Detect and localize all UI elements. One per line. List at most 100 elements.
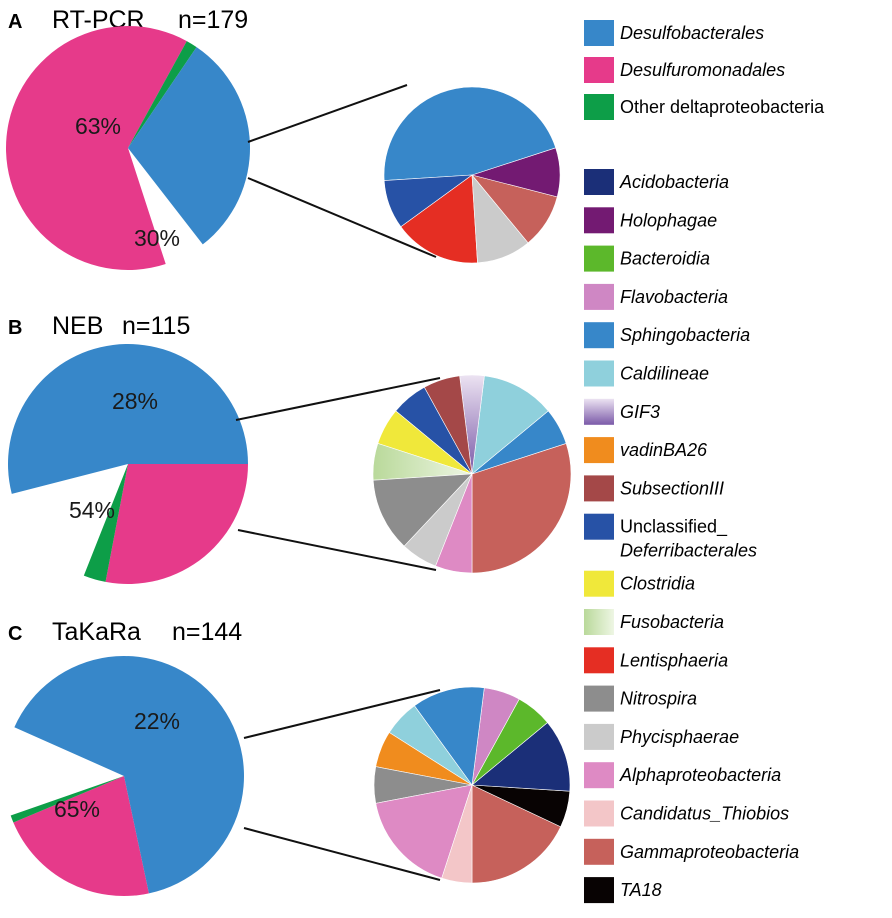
detail-slice-candidatus-thiobios — [441, 784, 473, 884]
detail-slice-nitrospira — [372, 473, 473, 547]
main-slice-desulfobacterales — [14, 656, 245, 894]
legend-item-ta18: TA18 — [584, 877, 662, 904]
slice-percent-label: 30% — [134, 225, 180, 251]
detail-slice-acidobacteria — [471, 722, 571, 792]
legend-swatch — [584, 570, 614, 597]
detail-slice-gammaproteobacteria — [471, 784, 562, 884]
main-slice-other-deltaproteobacteria — [10, 776, 124, 823]
legend-label: Gammaproteobacteria — [620, 842, 799, 862]
sample-size-label: n=179 — [178, 6, 248, 34]
legend-swatch — [584, 322, 614, 349]
slice-percent-label: 65% — [54, 796, 100, 822]
legend-swatch — [584, 283, 614, 310]
legend-item-vadinba26: vadinBA26 — [584, 437, 708, 464]
legend-item-desulfuromonadales: Desulfuromonadales — [584, 57, 785, 83]
connector-line — [247, 177, 437, 258]
connector-line — [247, 84, 408, 143]
legend-label: Clostridia — [620, 574, 695, 594]
legend-label: Desulfuromonadales — [620, 60, 785, 80]
legend-swatch — [584, 475, 614, 502]
main-slice-other-deltaproteobacteria — [128, 41, 197, 148]
legend-label: Bacteroidia — [620, 249, 710, 269]
main-slice-desulfuromonadales — [105, 464, 248, 584]
legend-swatch — [584, 437, 614, 464]
main-slice-other-deltaproteobacteria — [83, 464, 128, 582]
legend-label: Flavobacteria — [620, 287, 728, 307]
slice-percent-label: 63% — [75, 113, 121, 139]
panel-title: TaKaRa — [52, 618, 141, 646]
panel-letter: A — [8, 11, 22, 33]
legend-swatch — [584, 723, 614, 750]
detail-slice-unclassified-deferribacterales — [383, 174, 474, 228]
legend-item-acidobacteria: Acidobacteria — [584, 169, 729, 195]
legend-swatch — [584, 762, 614, 789]
legend-item-gammaproteobacteria: Gammaproteobacteria — [584, 838, 799, 865]
legend-label: Nitrospira — [620, 689, 697, 709]
legend-item-fusobacteria: Fusobacteria — [584, 609, 724, 635]
main-slice-desulfobacterales — [128, 47, 250, 245]
connector-lines-b — [235, 377, 441, 571]
legend-label: Alphaproteobacteria — [619, 765, 781, 785]
legend-swatch — [584, 245, 614, 272]
legend-item-flavobacteria: Flavobacteria — [584, 283, 728, 310]
legend-label: Fusobacteria — [620, 612, 724, 632]
detail-slice-sphingobacteria — [383, 86, 557, 181]
legend-item-lentisphaeria: Lentisphaeria — [584, 647, 728, 674]
legend-swatch — [584, 609, 614, 635]
main-pie-a: 63% 30% — [5, 25, 250, 271]
legend-swatch — [584, 360, 614, 387]
sample-size-label: n=144 — [172, 618, 242, 646]
connector-line — [235, 377, 441, 421]
detail-slice-lentisphaeria — [400, 174, 478, 264]
legend-label: Desulfobacterales — [620, 23, 764, 43]
panel-a: A RT-PCR n=179 63%30% — [5, 6, 561, 271]
legend-item-gif3: GIF3 — [584, 398, 660, 425]
legend-label: Lentisphaeria — [620, 650, 728, 670]
legend-item-subsectioniii: SubsectionIII — [584, 475, 724, 502]
legend-label: Holophagae — [620, 210, 717, 230]
legend-item-unclassified-deferribacterales: Unclassified_ Deferribacterales — [584, 513, 757, 561]
legend-item-candidatus-thiobios: Candidatus_Thiobios — [584, 800, 789, 827]
legend-swatch — [584, 20, 614, 46]
connector-line — [243, 827, 441, 881]
legend-swatch — [584, 685, 614, 712]
legend-swatch — [584, 169, 614, 195]
legend-swatch — [584, 800, 614, 827]
legend-item-clostridia: Clostridia — [584, 570, 695, 597]
legend-swatch — [584, 94, 614, 120]
legend-label: Unclassified_ — [620, 517, 728, 538]
legend-swatch — [584, 207, 614, 234]
legend-swatch — [584, 877, 614, 904]
detail-pie-c — [373, 686, 571, 884]
main-pie-c: 22% 65% — [10, 656, 245, 896]
legend-item-holophagae: Holophagae — [584, 207, 717, 234]
main-slice-desulfobacterales — [8, 344, 249, 494]
panel-letter: B — [8, 317, 22, 339]
legend-swatch — [584, 57, 614, 83]
detail-slice-caldilineae — [471, 375, 549, 475]
legend-label: GIF3 — [620, 402, 660, 422]
panel-b: B NEB n=115 28% 54% — [8, 312, 572, 584]
legend-swatch — [584, 513, 614, 540]
connector-line — [237, 529, 437, 571]
detail-pie-b — [372, 374, 572, 574]
legend-label: Acidobacteria — [619, 172, 729, 192]
detail-slice-sphingobacteria — [413, 686, 485, 786]
legend-label: Caldilineae — [620, 364, 709, 384]
legend-label-continued: Deferribacterales — [620, 541, 757, 561]
panel-c: C TaKaRa n=144 22% 65% — [8, 618, 571, 896]
legend-label: Sphingobacteria — [620, 325, 750, 345]
slice-percent-label: 22% — [134, 708, 180, 734]
panel-letter: C — [8, 623, 22, 645]
legend-label: TA18 — [620, 880, 662, 900]
main-slice-desulfuromonadales — [5, 25, 187, 271]
sample-size-label: n=115 — [122, 312, 190, 340]
legend-item-bacteroidia: Bacteroidia — [584, 245, 710, 272]
main-pie-b: 28% 54% — [8, 344, 249, 584]
legend-item-other-deltaproteobacteria: Other deltaproteobacteria — [584, 94, 825, 120]
connector-lines-c — [243, 689, 441, 881]
legend-item-nitrospira: Nitrospira — [584, 685, 697, 712]
detail-pie-a — [383, 86, 561, 264]
connector-lines-a — [247, 84, 437, 258]
legend-swatch — [584, 647, 614, 674]
